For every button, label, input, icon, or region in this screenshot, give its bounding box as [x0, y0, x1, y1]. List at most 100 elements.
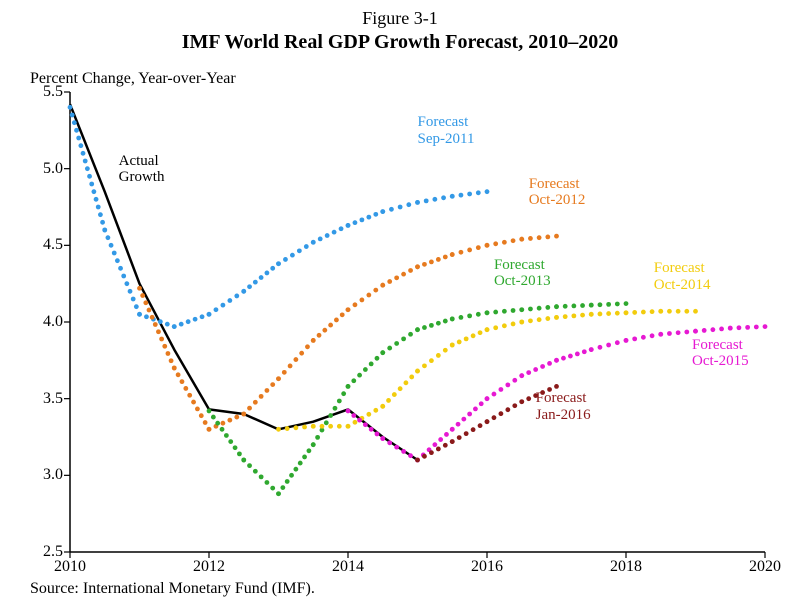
series-dot: [128, 289, 133, 294]
series-dot: [83, 159, 88, 164]
series-dot: [144, 314, 149, 319]
series-dot: [450, 252, 455, 257]
series-dot: [684, 330, 689, 335]
series-dot: [728, 326, 733, 331]
series-label: Forecast Jan-2016: [536, 390, 591, 423]
series-dot: [450, 427, 455, 432]
series-dot: [561, 356, 566, 361]
series-dot: [311, 442, 316, 447]
series-dot: [408, 332, 413, 337]
series-dot: [719, 327, 724, 332]
series-label: Forecast Oct-2012: [529, 176, 586, 209]
series-dot: [499, 411, 504, 416]
series-dot: [280, 485, 285, 490]
series-dot: [401, 272, 406, 277]
series-dot: [598, 312, 603, 317]
series-dot: [432, 442, 437, 447]
series-dot: [485, 419, 490, 424]
series-dot: [563, 304, 568, 309]
series-dot: [373, 212, 378, 217]
series-dot: [307, 448, 312, 453]
series-dot: [471, 427, 476, 432]
series-dot: [519, 237, 524, 242]
series-dot: [401, 336, 406, 341]
series-dot: [398, 386, 403, 391]
series-dot: [162, 344, 167, 349]
series-dot: [471, 333, 476, 338]
series-dot: [519, 320, 524, 325]
series-dot: [357, 418, 362, 423]
series-dot: [165, 322, 170, 327]
series-dot: [492, 392, 497, 397]
series-dot: [464, 336, 469, 341]
series-dot: [582, 349, 587, 354]
series-dot: [150, 315, 155, 320]
series-dot: [180, 379, 185, 384]
series-dot: [438, 437, 443, 442]
series-dot: [241, 412, 246, 417]
series-dot: [289, 473, 294, 478]
series-dot: [387, 346, 392, 351]
series-dot: [89, 182, 94, 187]
series-dot: [369, 362, 374, 367]
series-dot: [408, 268, 413, 273]
series-dot: [441, 195, 446, 200]
series-dot: [380, 350, 385, 355]
series-dot: [276, 261, 281, 266]
series-dot: [502, 323, 507, 328]
series-dot: [234, 415, 239, 420]
series-dot: [153, 322, 158, 327]
series-dot: [745, 325, 750, 330]
series-dot: [511, 238, 516, 243]
series-dot: [479, 401, 484, 406]
series-dot: [346, 384, 351, 389]
x-tick-label: 2014: [332, 558, 364, 576]
series-dot: [224, 433, 229, 438]
series-dot: [366, 215, 371, 220]
series-dot: [545, 305, 550, 310]
series-dot: [710, 327, 715, 332]
series-dot: [351, 413, 356, 418]
series-dot: [499, 387, 504, 392]
series-dot: [317, 333, 322, 338]
series-dot: [193, 317, 198, 322]
series-dot: [398, 205, 403, 210]
series-dot: [650, 309, 655, 314]
series-dot: [459, 250, 464, 255]
series-dot: [485, 327, 490, 332]
series-dot: [547, 361, 552, 366]
series-dot: [220, 427, 225, 432]
series-dot: [183, 386, 188, 391]
series-dot: [641, 335, 646, 340]
series-dot: [265, 388, 270, 393]
series-dot: [241, 458, 246, 463]
series-dot: [615, 302, 620, 307]
y-tick-label: 3.0: [43, 466, 63, 484]
series-dot: [265, 480, 270, 485]
series-dot: [179, 322, 184, 327]
series-dot: [429, 323, 434, 328]
series-dot: [702, 328, 707, 333]
series-dot: [200, 314, 205, 319]
series-dot: [571, 313, 576, 318]
series-dot: [533, 367, 538, 372]
chart-svg: [70, 92, 765, 552]
series-dot: [106, 235, 111, 240]
y-tick-label: 5.5: [43, 83, 63, 101]
series-dot: [511, 308, 516, 313]
series-dot: [325, 233, 330, 238]
series-dot: [545, 316, 550, 321]
series-dot: [554, 358, 559, 363]
series-dot: [580, 313, 585, 318]
series-dot: [112, 251, 117, 256]
y-tick-label: 4.0: [43, 313, 63, 331]
series-dot: [545, 235, 550, 240]
series-dot: [422, 363, 427, 368]
series-dot: [247, 463, 252, 468]
series-dot: [571, 304, 576, 309]
series-dot: [512, 403, 517, 408]
series-dot: [233, 445, 238, 450]
series-dot: [131, 297, 136, 302]
series-dot: [676, 330, 681, 335]
series-dot: [270, 382, 275, 387]
